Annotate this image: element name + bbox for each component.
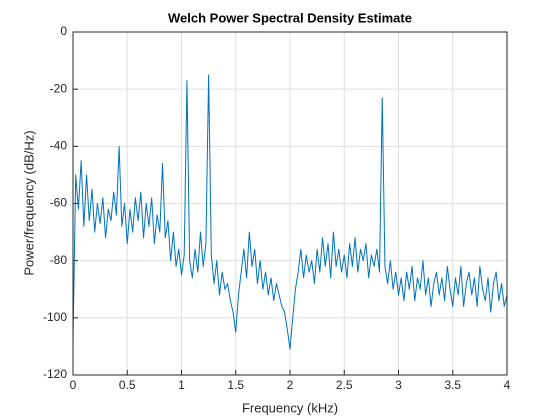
- y-tick-label: -20: [50, 81, 68, 95]
- y-axis-label: Power/frequency (dB/Hz): [21, 130, 36, 275]
- x-tick-label: 4: [504, 378, 511, 392]
- x-tick-label: 3: [395, 378, 402, 392]
- y-tick-label: 0: [60, 24, 67, 38]
- x-tick-label: 3.5: [444, 378, 461, 392]
- x-tick-label: 0.5: [119, 378, 136, 392]
- plot-frame: [72, 31, 508, 376]
- x-tick-label: 1: [178, 378, 185, 392]
- x-tick-label: 1.5: [227, 378, 244, 392]
- x-axis-label: Frequency (kHz): [242, 400, 338, 415]
- x-tick-label: 0: [70, 378, 77, 392]
- y-tick-label: -120: [43, 367, 67, 381]
- y-tick-label: -80: [50, 253, 68, 267]
- chart-title: Welch Power Spectral Density Estimate: [168, 10, 412, 25]
- x-tick-label: 2.5: [336, 378, 353, 392]
- y-tick-label: -40: [50, 139, 68, 153]
- psd-line: [72, 74, 508, 350]
- y-tick-label: -60: [50, 196, 68, 210]
- x-tick-label: 2: [287, 378, 294, 392]
- y-tick-label: -100: [43, 310, 67, 324]
